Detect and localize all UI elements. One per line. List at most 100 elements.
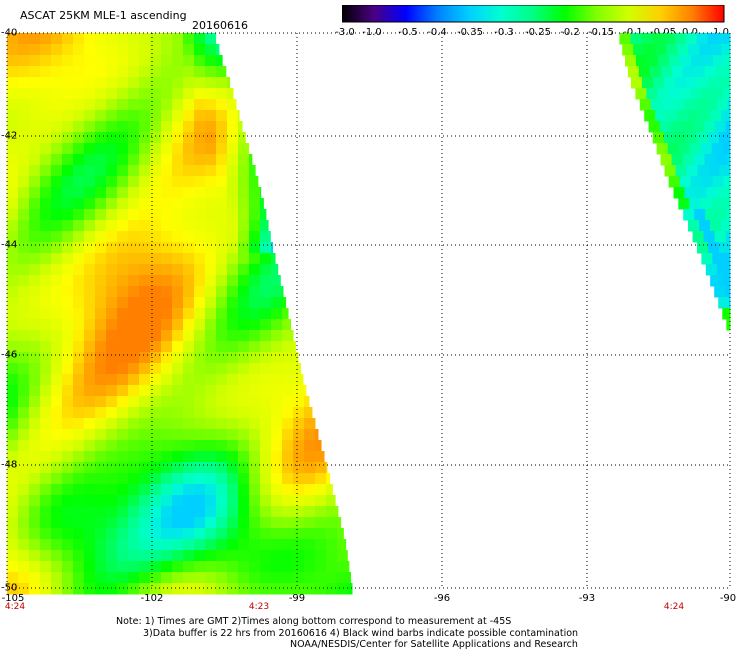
swath-cell xyxy=(106,308,118,320)
swath-cell xyxy=(95,462,107,474)
swath-cell xyxy=(128,77,140,89)
swath-cell xyxy=(194,407,206,419)
swath-cell xyxy=(249,374,261,386)
swath-cell xyxy=(7,187,19,199)
swath-cell xyxy=(260,429,272,441)
swath-cell xyxy=(716,66,728,78)
swath-cell xyxy=(29,44,41,56)
swath-cell xyxy=(62,374,74,386)
swath-cell xyxy=(630,33,642,45)
swath-cell xyxy=(128,55,140,67)
swath-cell xyxy=(678,198,690,210)
swath-cell xyxy=(249,286,261,298)
swath-cell xyxy=(62,231,74,243)
swath-cell xyxy=(106,77,118,89)
swath-cell xyxy=(40,176,52,188)
swath-cell xyxy=(723,253,730,265)
swath-cell xyxy=(139,352,151,364)
swath-cell xyxy=(95,176,107,188)
swath-cell xyxy=(128,176,140,188)
swath-cell xyxy=(84,165,96,177)
swath-cell xyxy=(117,506,129,518)
swath-cell xyxy=(150,363,162,375)
swath-cell xyxy=(636,55,648,67)
swath-cell xyxy=(40,154,52,166)
swath-cell xyxy=(238,473,250,485)
swath-cell xyxy=(183,132,195,144)
swath-cell xyxy=(18,572,30,584)
swath-cell xyxy=(172,330,184,342)
swath-cell xyxy=(282,396,294,408)
swath-cell xyxy=(172,517,184,529)
swath-cell xyxy=(260,462,272,474)
swath-cell xyxy=(95,55,107,67)
swath-cell xyxy=(18,275,30,287)
swath-cell xyxy=(29,88,41,100)
swath-cell xyxy=(73,473,85,485)
swath-cell xyxy=(40,363,52,375)
swath-cell xyxy=(51,286,63,298)
swath-cell xyxy=(716,209,728,221)
swath-cell xyxy=(29,275,41,287)
swath-cell xyxy=(337,528,344,540)
swath-cell xyxy=(7,220,19,232)
swath-cell xyxy=(640,99,652,111)
swath-cell xyxy=(271,330,283,342)
swath-cell xyxy=(51,99,63,111)
swath-cell xyxy=(668,88,680,100)
swath-cell xyxy=(172,286,184,298)
swath-cell xyxy=(633,44,645,56)
swath-cell xyxy=(84,220,96,232)
swath-cell xyxy=(7,396,19,408)
swath-cell xyxy=(172,473,184,485)
swath-cell xyxy=(51,572,63,584)
swath-cell xyxy=(183,385,195,397)
swath-cell xyxy=(7,550,19,562)
swath-cell xyxy=(73,528,85,540)
swath-cell xyxy=(304,462,316,474)
swath-cell xyxy=(282,429,294,441)
swath-cell xyxy=(304,429,316,441)
swath-cell xyxy=(249,198,261,210)
swath-cell xyxy=(106,88,118,100)
swath-cell xyxy=(161,528,173,540)
swath-cell xyxy=(685,187,697,199)
swath-cell xyxy=(62,539,74,551)
swath-cell xyxy=(238,110,240,122)
swath-cell xyxy=(705,66,717,78)
swath-cell xyxy=(40,187,52,199)
swath-cell xyxy=(227,440,239,452)
swath-cell xyxy=(84,506,96,518)
swath-cell xyxy=(249,341,261,353)
swath-cell xyxy=(701,143,713,155)
swath-cell xyxy=(172,264,184,276)
swath-cell xyxy=(40,264,52,276)
swath-cell xyxy=(40,407,52,419)
swath-cell xyxy=(249,319,261,331)
swath-cell xyxy=(95,143,107,155)
swath-cell xyxy=(727,154,731,166)
swath-cell xyxy=(95,385,107,397)
swath-cell xyxy=(282,528,294,540)
swath-cell xyxy=(172,110,184,122)
swath-cell xyxy=(40,462,52,474)
swath-cell xyxy=(271,473,283,485)
swath-cell xyxy=(293,418,305,430)
swath-cell xyxy=(150,506,162,518)
swath-cell xyxy=(84,231,96,243)
swath-cell xyxy=(84,286,96,298)
swath-cell xyxy=(106,506,118,518)
swath-cell xyxy=(73,374,85,386)
swath-cell xyxy=(73,198,85,210)
swath-cell xyxy=(18,286,30,298)
swath-cell xyxy=(139,99,151,111)
swath-cell xyxy=(249,407,261,419)
swath-cell xyxy=(161,539,173,551)
swath-cell xyxy=(249,187,261,199)
swath-cell xyxy=(51,451,63,463)
swath-cell xyxy=(172,44,184,56)
swath-cell xyxy=(282,572,294,584)
swath-cell xyxy=(676,165,688,177)
swath-cell xyxy=(282,330,293,342)
swath-cell xyxy=(84,418,96,430)
